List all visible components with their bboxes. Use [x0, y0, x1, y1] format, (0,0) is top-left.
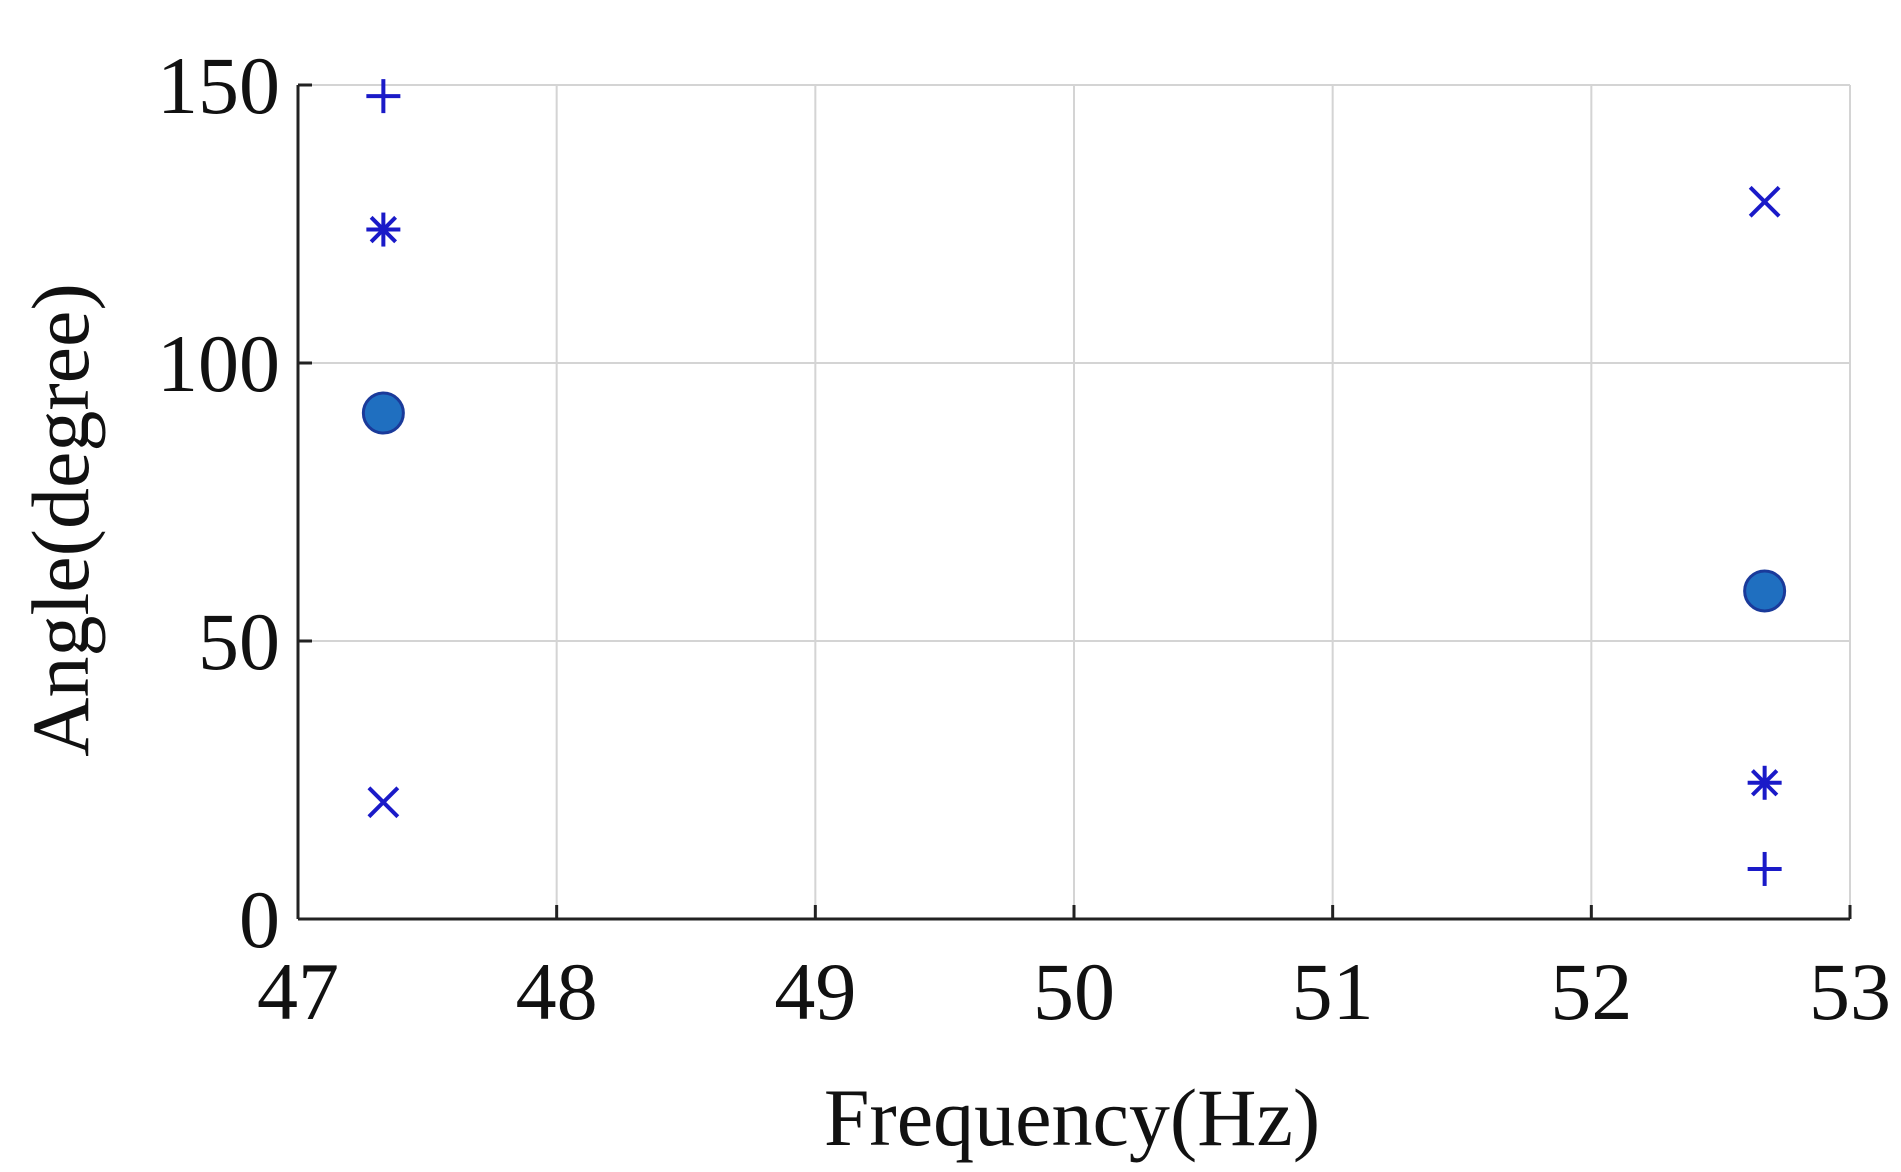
plus-marker-2: [1747, 851, 1782, 886]
x-tick-label-53: 53: [1809, 946, 1891, 1037]
x-marker-2: [1748, 185, 1781, 218]
x-tick-label-50: 50: [1033, 946, 1115, 1037]
asterisk-marker-2: [1747, 765, 1782, 800]
axes: [296, 83, 1852, 921]
y-tick-label-0: 0: [239, 874, 280, 965]
grid: [298, 84, 1851, 919]
tick-labels: 47 48 49 50 51 52 53 0 50 100 150: [157, 40, 1891, 1037]
y-tick-label-100: 100: [157, 318, 280, 409]
asterisk-marker-1: [366, 212, 401, 247]
y-tick-label-50: 50: [198, 596, 280, 687]
circle-marker-2: [1743, 569, 1787, 613]
y-tick-label-150: 150: [157, 40, 280, 131]
plus-marker-1: [366, 79, 401, 114]
x-tick-label-48: 48: [516, 946, 598, 1037]
y-axis-label: Angle(degree): [15, 283, 106, 757]
data-markers: [361, 79, 1787, 886]
x-tick-label-49: 49: [774, 946, 856, 1037]
x-tick-label-52: 52: [1550, 946, 1632, 1037]
x-axis-label: Frequency(Hz): [824, 1072, 1320, 1163]
x-tick-label-47: 47: [257, 946, 339, 1037]
x-marker-1: [367, 786, 400, 819]
x-tick-label-51: 51: [1292, 946, 1374, 1037]
circle-marker-1: [361, 391, 405, 435]
